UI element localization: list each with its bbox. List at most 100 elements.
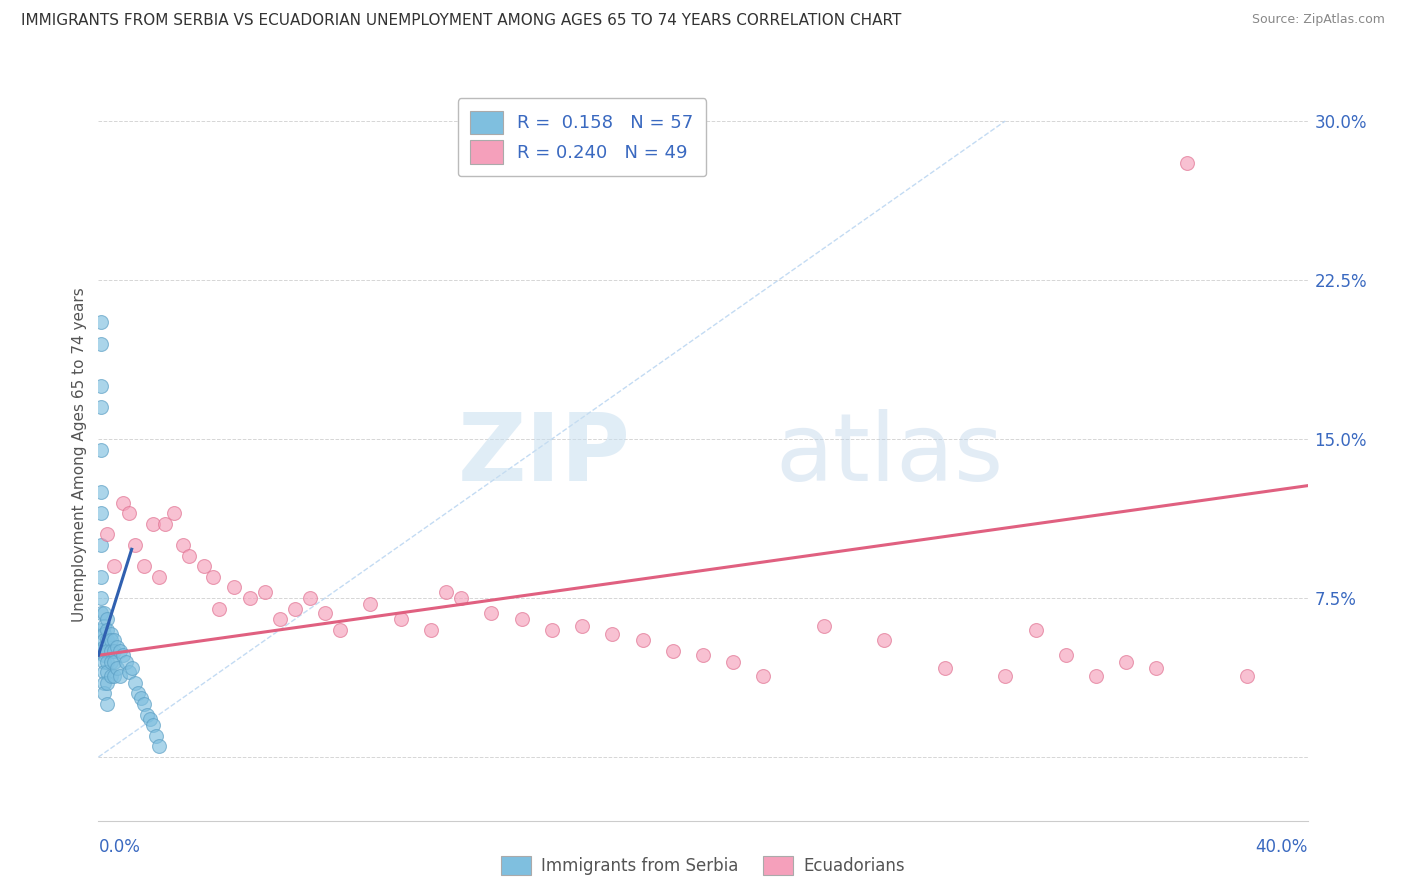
Point [96, 655, 118, 669]
Point [329, 623, 352, 637]
Point [90, 336, 112, 351]
Point [148, 570, 170, 584]
Point [105, 640, 128, 654]
Point [163, 506, 186, 520]
Point [100, 644, 122, 658]
Point [90, 485, 112, 500]
Point [153, 516, 176, 531]
Legend: R =  0.158   N = 57, R = 0.240   N = 49: R = 0.158 N = 57, R = 0.240 N = 49 [458, 98, 706, 177]
Point [1236, 669, 1258, 683]
Point [96, 633, 118, 648]
Text: Source: ZipAtlas.com: Source: ZipAtlas.com [1251, 13, 1385, 27]
Text: 40.0%: 40.0% [1256, 838, 1308, 855]
Point [96, 612, 118, 626]
Point [96, 697, 118, 711]
Point [100, 627, 122, 641]
Point [96, 527, 118, 541]
Point [360, 598, 382, 612]
Point [114, 655, 136, 669]
Point [103, 644, 125, 658]
Point [103, 655, 125, 669]
Point [90, 442, 112, 457]
Point [90, 379, 112, 393]
Point [420, 623, 443, 637]
Point [142, 718, 165, 732]
Point [121, 661, 143, 675]
Point [142, 516, 165, 531]
Point [202, 570, 225, 584]
Point [111, 648, 134, 663]
Point [105, 661, 128, 675]
Point [145, 729, 167, 743]
Point [873, 633, 896, 648]
Point [631, 633, 654, 648]
Text: 0.0%: 0.0% [98, 838, 141, 855]
Point [90, 591, 112, 605]
Point [692, 648, 714, 663]
Point [103, 633, 125, 648]
Point [253, 584, 276, 599]
Point [90, 506, 112, 520]
Point [224, 581, 246, 595]
Text: atlas: atlas [776, 409, 1004, 501]
Point [118, 665, 141, 680]
Point [93, 648, 115, 663]
Y-axis label: Unemployment Among Ages 65 to 74 years: Unemployment Among Ages 65 to 74 years [72, 287, 87, 623]
Point [179, 549, 201, 563]
Point [1115, 655, 1137, 669]
Point [100, 633, 122, 648]
Point [1024, 623, 1046, 637]
Point [90, 570, 112, 584]
Point [129, 690, 152, 705]
Point [93, 640, 115, 654]
Point [90, 623, 112, 637]
Point [93, 633, 115, 648]
Point [93, 655, 115, 669]
Point [284, 601, 307, 615]
Point [93, 686, 115, 700]
Point [481, 606, 503, 620]
Point [118, 506, 141, 520]
Point [90, 606, 112, 620]
Point [540, 623, 562, 637]
Point [90, 644, 112, 658]
Point [90, 538, 112, 552]
Point [108, 644, 131, 658]
Point [208, 601, 231, 615]
Point [93, 665, 115, 680]
Point [96, 623, 118, 637]
Point [93, 618, 115, 632]
Point [93, 627, 115, 641]
Point [571, 618, 593, 632]
Point [148, 739, 170, 754]
Point [103, 669, 125, 683]
Point [723, 655, 745, 669]
Point [602, 627, 624, 641]
Point [314, 606, 336, 620]
Point [93, 606, 115, 620]
Point [752, 669, 775, 683]
Point [103, 559, 125, 574]
Point [135, 707, 157, 722]
Point [111, 495, 134, 509]
Point [96, 676, 118, 690]
Point [389, 612, 412, 626]
Point [934, 661, 956, 675]
Legend: Immigrants from Serbia, Ecuadorians: Immigrants from Serbia, Ecuadorians [492, 847, 914, 884]
Point [239, 591, 262, 605]
Point [100, 655, 122, 669]
Text: IMMIGRANTS FROM SERBIA VS ECUADORIAN UNEMPLOYMENT AMONG AGES 65 TO 74 YEARS CORR: IMMIGRANTS FROM SERBIA VS ECUADORIAN UNE… [21, 13, 901, 29]
Point [450, 591, 472, 605]
Point [127, 686, 149, 700]
Point [96, 644, 118, 658]
Point [132, 559, 155, 574]
Point [269, 612, 291, 626]
Point [994, 669, 1017, 683]
Point [1085, 669, 1108, 683]
Point [124, 676, 146, 690]
Text: ZIP: ZIP [457, 409, 630, 501]
Point [90, 315, 112, 329]
Point [1054, 648, 1077, 663]
Point [139, 712, 162, 726]
Point [661, 644, 683, 658]
